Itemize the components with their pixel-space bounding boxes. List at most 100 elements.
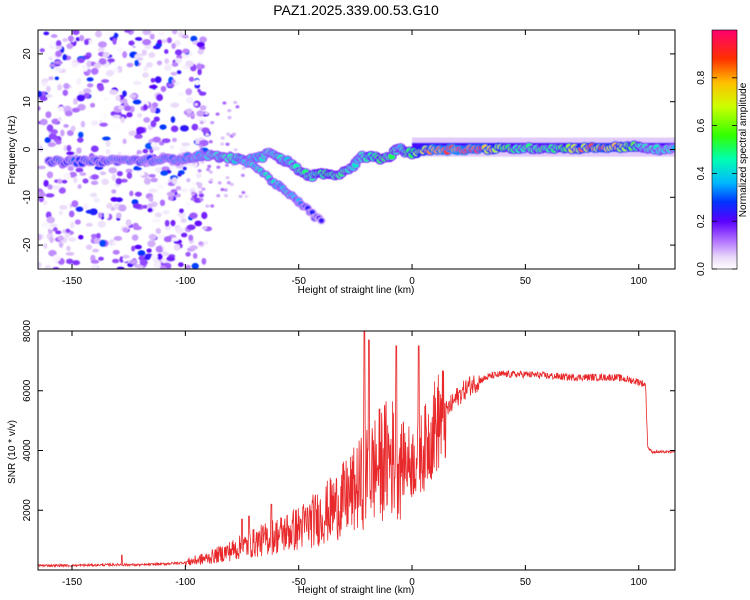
heatmap-cell — [166, 256, 176, 262]
heatmap-cell — [90, 180, 99, 186]
heatmap-cell — [77, 184, 82, 189]
heatmap-cell — [148, 188, 158, 193]
heatmap-cell — [90, 174, 99, 180]
x-tick-label: 50 — [520, 276, 532, 287]
heatmap-cell — [146, 203, 154, 208]
heatmap-cell — [151, 102, 159, 108]
heatmap-cell — [199, 197, 204, 202]
heatmap-cell — [101, 178, 109, 186]
heatmap-cell — [113, 236, 123, 241]
heatmap-cell — [185, 108, 193, 114]
heatmap-cell — [191, 262, 199, 269]
heatmap-cell — [83, 88, 92, 94]
heatmap-cell — [159, 124, 167, 130]
colorbar-ticks: 0.0 0.2 0.4 0.6 0.8 — [696, 70, 737, 276]
heatmap-cell — [90, 145, 99, 153]
heatmap-cell — [164, 58, 170, 64]
heatmap-cell — [75, 206, 84, 212]
heatmap-cell — [78, 234, 84, 240]
heatmap-cell — [151, 218, 161, 223]
heatmap-cell — [182, 166, 187, 171]
snr-y-label: SNR (10 * v/v) — [7, 420, 18, 484]
heatmap-cell — [43, 243, 48, 249]
colorbar-gradient — [711, 29, 738, 270]
heatmap-cell — [144, 255, 151, 260]
snr-x-ticks: -150 -100 -50 0 50 100 — [62, 331, 648, 588]
heatmap-cell — [55, 40, 62, 47]
heatmap-cell — [142, 148, 149, 154]
heatmap-cell — [176, 70, 182, 75]
heatmap-cell — [179, 145, 189, 153]
y-tick-label: -20 — [22, 237, 33, 252]
heatmap-cell — [227, 109, 232, 113]
heatmap-cell — [102, 112, 108, 121]
heatmap-cell — [134, 191, 142, 197]
heatmap-cell — [171, 62, 179, 67]
heatmap-cell — [111, 241, 117, 246]
heatmap-cell — [91, 264, 99, 269]
heatmap-cell — [120, 116, 125, 124]
heatmap-cell — [154, 76, 162, 84]
heatmap-cell — [161, 251, 169, 257]
heatmap-cell — [207, 164, 212, 168]
heatmap-cell — [46, 216, 55, 224]
heatmap-cell — [102, 51, 110, 58]
heatmap-cell — [109, 182, 114, 188]
heatmap-cell — [55, 50, 62, 58]
snr-y-ticks: 2000 4000 6000 8000 — [22, 319, 675, 521]
heatmap-cell — [177, 211, 186, 219]
heatmap-cell — [112, 249, 120, 255]
heatmap-cell — [122, 51, 128, 59]
heatmap-cell — [150, 177, 158, 183]
heatmap-cell — [49, 237, 54, 244]
heatmap-cell — [199, 120, 204, 125]
heatmap-cell — [190, 197, 195, 201]
heatmap-cell — [206, 167, 211, 172]
heatmap-cell — [102, 136, 111, 141]
heatmap-cell — [108, 167, 118, 174]
heatmap-cell — [41, 221, 50, 228]
heatmap-cell — [174, 40, 181, 47]
heatmap-cell — [62, 89, 69, 96]
x-tick-label: -50 — [291, 577, 306, 588]
heatmap-cell — [59, 205, 68, 210]
heatmap-cell — [103, 212, 110, 220]
heatmap-cell — [180, 218, 187, 223]
heatmap-cell — [41, 78, 49, 83]
heatmap-cell — [79, 172, 87, 176]
heatmap-cell — [170, 125, 179, 133]
heatmap-cell — [92, 248, 99, 253]
heatmap-cell — [48, 249, 57, 257]
heatmap-cell — [124, 105, 132, 112]
heatmap-cell — [159, 199, 166, 207]
heatmap-cell — [126, 62, 134, 68]
heatmap-cell — [177, 172, 182, 177]
heatmap-cell — [220, 142, 225, 146]
heatmap-cell — [91, 67, 99, 75]
heatmap-cell — [191, 113, 196, 117]
heatmap-cell — [216, 194, 221, 198]
heatmap-cell — [116, 171, 123, 177]
heatmap-cell — [58, 187, 66, 194]
heatmap-cell — [201, 257, 207, 265]
colorbar: 0.0 0.2 0.4 0.6 0.8 Normalized spectral ampl… — [696, 29, 749, 276]
heatmap-cell — [170, 71, 178, 76]
heatmap-cell — [126, 112, 133, 118]
heatmap-cell — [129, 94, 137, 99]
heatmap-cell — [164, 64, 172, 71]
heatmap-cell — [61, 179, 68, 184]
heatmap-cell — [241, 166, 246, 170]
heatmap-cell — [166, 37, 173, 44]
heatmap-cell — [106, 202, 113, 210]
heatmap-cell — [156, 253, 163, 260]
heatmap-cell — [66, 151, 75, 156]
heatmap-cell — [170, 102, 180, 108]
heatmap-cell — [76, 77, 81, 85]
heatmap-cell — [48, 226, 54, 230]
heatmap-cell — [190, 35, 198, 42]
heatmap-cell — [244, 194, 249, 198]
heatmap-cell — [118, 204, 127, 212]
heatmap-cell — [98, 256, 104, 261]
heatmap-cell — [71, 107, 80, 113]
heatmap-cell — [147, 240, 156, 248]
